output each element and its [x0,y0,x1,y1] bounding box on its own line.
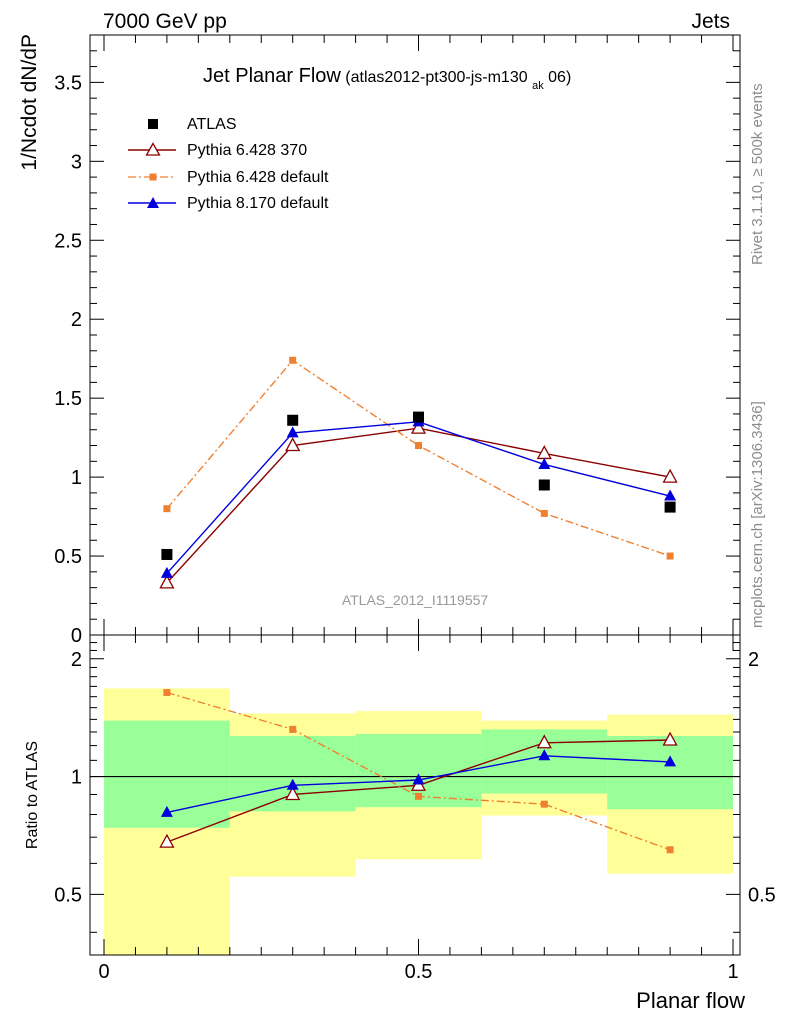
main-ylabel: 1/Ncdot dN/dP [18,34,41,171]
main-title-sub: ak [532,80,544,92]
main-data-layer [159,356,678,589]
ratio-point-pythia-6-428-default-2 [289,725,297,733]
ratio-ylabel: Ratio to ATLAS [24,741,41,849]
main-title-pre: (atlas2012-pt300-js-m130 [345,69,527,86]
legend: ATLAS Pythia 6.428 370 Pythia 6.428 defa… [128,116,329,212]
ratio-point-pythia-8-170-default-5 [664,755,677,767]
ratio-ytick-label-right-0: 0.5 [748,884,776,906]
legend-marker-atlas [148,119,158,129]
main-point-pythia-6-428-default-1 [163,505,171,513]
ratio-bands-layer [90,688,740,955]
ratio-band-green-5 [607,735,733,810]
ratio-point-pythia-8-170-default-1 [160,805,173,817]
main-series-pythia-6-428-370 [159,419,678,589]
legend-entry-pythia8-default: Pythia 8.170 default [128,195,329,212]
main-point-atlas-4 [538,479,550,491]
main-title: Jet Planar Flow (atlas2012-pt300-js-m130… [203,65,571,93]
main-point-pythia-8-170-default-4 [538,457,551,469]
ratio-series-pythia-6-428-370 [159,731,678,848]
ratio-point-pythia-6-428-default-5 [666,846,674,854]
main-series-atlas [161,411,676,560]
ratio-point-pythia-6-428-370-2 [285,786,301,801]
main-point-pythia-8-170-default-5 [664,489,677,501]
ratio-ytick-label-right-2: 2 [748,649,759,671]
main-ytick-label-7: 3.5 [54,72,82,94]
ratio-series-pythia-6-428-default [163,688,674,854]
main-ytick-label-2: 1 [71,467,82,489]
main-ytick-label-3: 1.5 [54,388,82,410]
ratio-ytick-label-left-0: 0.5 [54,884,82,906]
ratio-frame [89,634,741,956]
header-left: 7000 GeV pp [103,10,227,33]
ratio-point-pythia-6-428-default-1 [163,688,171,696]
main-point-atlas-2 [287,414,299,426]
ratio-axes: 0.5 0.5 1 2 2 0 0.5 1 [54,635,776,983]
legend-label-pythia8-default: Pythia 8.170 default [187,195,329,212]
main-ytick-label-1: 0.5 [54,546,82,568]
ratio-point-pythia-6-428-370-5 [662,731,678,746]
legend-marker-pythia6-370 [145,142,161,156]
ratio-panel: 0.5 0.5 1 2 2 0 0.5 1 Ratio to ATLAS Planar flo… [24,634,776,1013]
main-series-pythia-6-428-default [163,356,674,560]
header-right: Jets [691,10,730,33]
ratio-ytick-label-left-2: 2 [71,649,82,671]
ratio-point-pythia-6-428-default-3 [415,792,422,800]
main-point-pythia-6-428-default-5 [666,552,674,560]
main-point-pythia-6-428-370-3 [410,419,427,434]
rivet-label: Rivet 3.1.10, ≥ 500k events [749,83,766,265]
ratio-xtick-label-1: 0.5 [405,961,433,983]
main-point-pythia-8-170-default-1 [160,566,173,578]
main-ytick-label-6: 3 [71,151,82,173]
legend-label-pythia6-default: Pythia 6.428 default [187,169,329,186]
mcplots-label: mcplots.cern.ch [arXiv:1306.3436] [749,401,766,628]
main-point-atlas-3 [413,411,424,423]
legend-marker-pythia6-default [149,173,157,181]
legend-entry-pythia6-370: Pythia 6.428 370 [128,142,307,159]
ratio-series-pythia-8-170-default [160,749,677,817]
ratio-xtick-label-0: 0 [98,961,109,983]
ratio-point-pythia-8-170-default-4 [538,749,551,761]
main-point-pythia-6-428-370-1 [159,574,175,589]
ratio-ytick-label-left-1: 1 [71,767,82,789]
ratio-point-pythia-6-428-370-4 [536,734,552,749]
main-point-atlas-1 [161,548,173,560]
main-point-pythia-8-170-default-2 [286,426,299,438]
main-point-pythia-6-428-370-2 [285,437,301,452]
main-title-text: Jet Planar Flow [203,65,341,87]
ratio-point-pythia-6-428-default-4 [540,800,548,808]
ratio-point-pythia-8-170-default-2 [286,778,299,790]
main-y-axis: 0 0.5 1 1.5 2 2.5 3 3.5 [54,35,740,647]
analysis-watermark: ATLAS_2012_I1119557 [342,592,489,608]
ratio-xlabel: Planar flow [636,988,745,1013]
main-line-pythia-6-428-370 [166,427,671,584]
ratio-data-layer [159,688,678,854]
main-line-pythia-6-428-default [166,359,671,557]
legend-entry-atlas: ATLAS [148,116,237,133]
main-point-pythia-6-428-default-3 [415,442,422,450]
ratio-xtick-label-2: 1 [727,961,738,983]
main-ytick-label-5: 2.5 [54,230,82,252]
main-panel: 0 0.5 1 1.5 2 2.5 3 3.5 Jet Planar Flow (atlas2… [18,34,741,647]
main-point-atlas-5 [664,501,676,513]
main-point-pythia-6-428-default-2 [289,356,297,364]
main-ytick-label-0: 0 [71,625,82,647]
ratio-point-pythia-8-170-default-3 [412,773,425,785]
ratio-point-pythia-6-428-370-1 [159,833,175,848]
main-series-pythia-8-170-default [160,415,677,578]
main-title-post: 06) [548,69,571,86]
legend-entry-pythia6-default: Pythia 6.428 default [128,169,329,186]
main-point-pythia-6-428-370-5 [662,468,678,483]
main-point-pythia-6-428-default-4 [540,509,548,517]
main-ytick-label-4: 2 [71,309,82,331]
legend-label-atlas: ATLAS [187,116,237,133]
legend-marker-pythia8-default [147,197,159,208]
legend-label-pythia6-370: Pythia 6.428 370 [187,142,307,159]
